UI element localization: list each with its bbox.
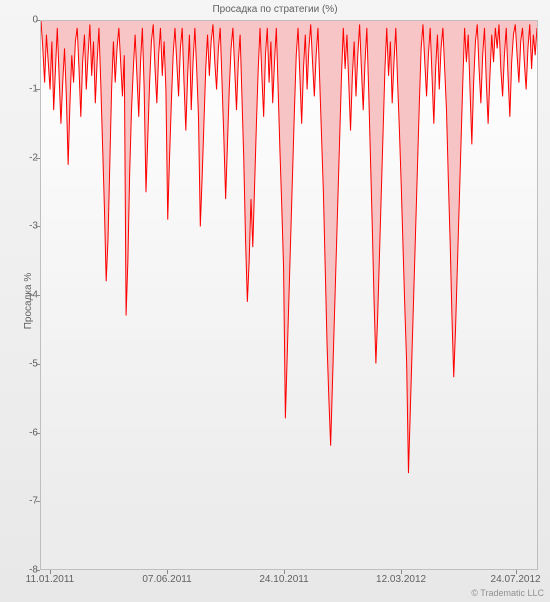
y-tick-label: -7 [14, 496, 38, 507]
x-tick-mark [401, 570, 402, 574]
y-tick-mark [36, 226, 40, 227]
y-tick-label: -4 [14, 290, 38, 301]
x-tick-mark [50, 570, 51, 574]
x-tick-label: 11.01.2011 [26, 574, 75, 585]
y-tick-mark [36, 158, 40, 159]
x-tick-label: 24.10.2011 [259, 574, 308, 585]
y-tick-mark [36, 89, 40, 90]
y-tick-label: -1 [14, 83, 38, 94]
y-tick-label: -5 [14, 358, 38, 369]
y-tick-label: -3 [14, 221, 38, 232]
x-tick-mark [516, 570, 517, 574]
y-tick-label: 0 [14, 15, 38, 26]
chart-container: Просадка по стратегии (%) Просадка % 0 -1… [0, 0, 550, 602]
copyright-text: © Tradematic LLC [471, 588, 544, 598]
y-tick-mark [36, 364, 40, 365]
x-tick-label: 12.03.2012 [376, 574, 426, 585]
y-axis-label: Просадка % [23, 273, 34, 330]
y-tick-mark [36, 501, 40, 502]
chart-title: Просадка по стратегии (%) [0, 4, 550, 15]
y-tick-mark [36, 20, 40, 21]
y-tick-mark [36, 570, 40, 571]
x-tick-label: 07.06.2011 [142, 574, 191, 585]
drawdown-series [41, 21, 537, 569]
y-tick-mark [36, 433, 40, 434]
y-tick-mark [36, 295, 40, 296]
x-tick-mark [167, 570, 168, 574]
x-tick-mark [284, 570, 285, 574]
y-tick-label: -6 [14, 427, 38, 438]
y-tick-label: -2 [14, 152, 38, 163]
plot-area [40, 20, 538, 570]
x-tick-label: 24.07.2012 [491, 574, 541, 585]
